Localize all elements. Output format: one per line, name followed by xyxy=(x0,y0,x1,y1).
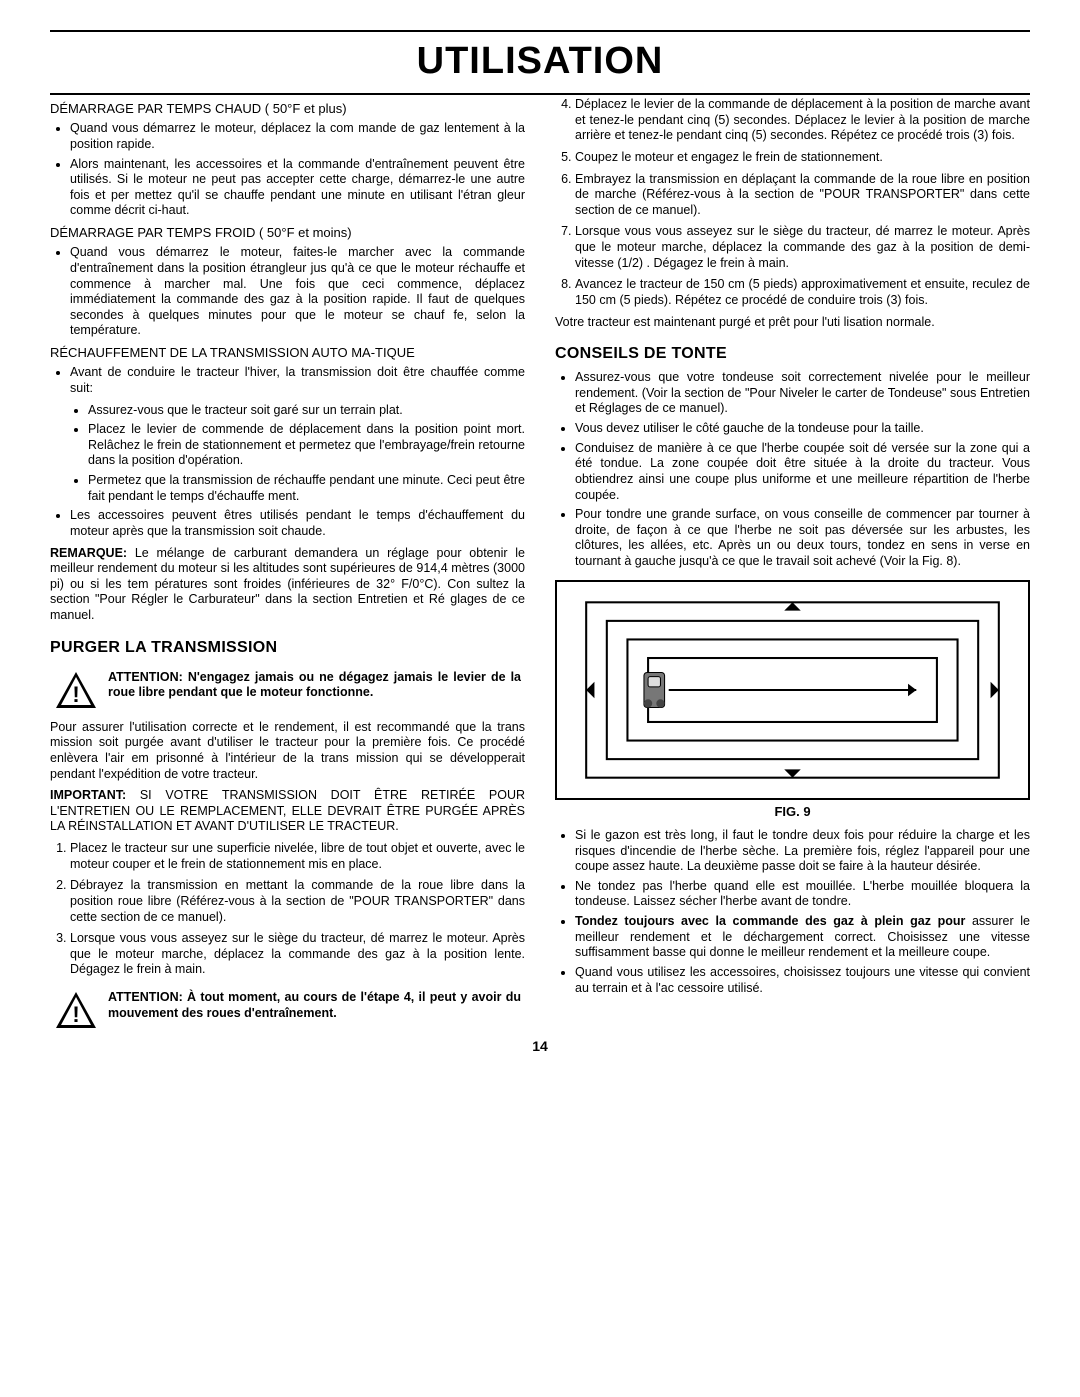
heading-transmission-warmup: RÉCHAUFFEMENT DE LA TRANSMISSION AUTO MA… xyxy=(50,345,525,361)
list-item: Ne tondez pas l'herbe quand elle est mou… xyxy=(575,879,1030,910)
page-title: UTILISATION xyxy=(50,32,1030,93)
list-item: Permetez que la transmission de réchauff… xyxy=(88,473,525,504)
list-item: Débrayez la transmission en mettant la c… xyxy=(70,878,525,925)
warning-1-label: ATTENTION: xyxy=(108,670,183,684)
purger-steps-continued: Déplacez le levier de la commande de dép… xyxy=(555,97,1030,309)
list-item: Pour tondre une grande surface, on vous … xyxy=(575,507,1030,570)
warmup-sublist: Assurez-vous que le tracteur soit garé s… xyxy=(50,403,525,505)
purger-steps: Placez le tracteur sur une superficie ni… xyxy=(50,841,525,978)
page-number: 14 xyxy=(50,1038,1030,1054)
list-item: Assurez-vous que le tracteur soit garé s… xyxy=(88,403,525,419)
purger-paragraph: Pour assurer l'utilisation correcte et l… xyxy=(50,720,525,783)
warmup-list: Avant de conduire le tracteur l'hiver, l… xyxy=(50,365,525,396)
warning-2-label: ATTENTION: xyxy=(108,990,183,1004)
list-item: Tondez toujours avec la commande des gaz… xyxy=(575,914,1030,961)
list-item: Quand vous démarrez le moteur, déplacez … xyxy=(70,121,525,152)
mowing-pattern-diagram xyxy=(567,592,1018,788)
list-item: Si le gazon est très long, il faut le to… xyxy=(575,828,1030,875)
figure-9-caption: FIG. 9 xyxy=(555,804,1030,820)
warning-2-text: ATTENTION: À tout moment, au cours de l'… xyxy=(108,990,521,1021)
list-item: Déplacez le levier de la commande de dép… xyxy=(575,97,1030,144)
heading-warm-start: DÉMARRAGE PAR TEMPS CHAUD ( 50°F et plus… xyxy=(50,101,525,117)
warm-start-list: Quand vous démarrez le moteur, déplacez … xyxy=(50,121,525,219)
after-steps-paragraph: Votre tracteur est maintenant purgé et p… xyxy=(555,315,1030,331)
list-item: Avancez le tracteur de 150 cm (5 pieds) … xyxy=(575,277,1030,308)
warning-box-1: ! ATTENTION: N'engagez jamais ou ne déga… xyxy=(50,664,525,716)
heading-conseils: CONSEILS DE TONTE xyxy=(555,344,1030,364)
remarque-label: REMARQUE: xyxy=(50,546,127,560)
cold-start-list: Quand vous démarrez le moteur, faites-le… xyxy=(50,245,525,339)
conseils-list-2: Si le gazon est très long, il faut le to… xyxy=(555,828,1030,996)
list-item: Quand vous utilisez les accessoires, cho… xyxy=(575,965,1030,996)
heading-purger: PURGER LA TRANSMISSION xyxy=(50,638,525,658)
list-item: Vous devez utiliser le côté gauche de la… xyxy=(575,421,1030,437)
list-item: Quand vous démarrez le moteur, faites-le… xyxy=(70,245,525,339)
heading-cold-start: DÉMARRAGE PAR TEMPS FROID ( 50°F et moin… xyxy=(50,225,525,241)
list-item: Placez le levier de commende de déplacem… xyxy=(88,422,525,469)
warning-box-2: ! ATTENTION: À tout moment, au cours de … xyxy=(50,984,525,1036)
page: UTILISATION DÉMARRAGE PAR TEMPS CHAUD ( … xyxy=(0,0,1080,1074)
warmup-after-list: Les accessoires peuvent êtres utilisés p… xyxy=(50,508,525,539)
warning-triangle-icon: ! xyxy=(54,990,98,1030)
list-item: Les accessoires peuvent êtres utilisés p… xyxy=(70,508,525,539)
conseils-list-1: Assurez-vous que votre tondeuse soit cor… xyxy=(555,370,1030,570)
list-item: Lorsque vous vous asseyez sur le siège d… xyxy=(70,931,525,978)
warning-1-text: ATTENTION: N'engagez jamais ou ne dégage… xyxy=(108,670,521,701)
list-item: Embrayez la transmission en déplaçant la… xyxy=(575,172,1030,219)
list-item: Alors maintenant, les accessoires et la … xyxy=(70,157,525,220)
right-column: Déplacez le levier de la commande de dép… xyxy=(555,95,1030,1036)
list-item: Coupez le moteur et engagez le frein de … xyxy=(575,150,1030,166)
svg-text:!: ! xyxy=(72,682,79,707)
left-column: DÉMARRAGE PAR TEMPS CHAUD ( 50°F et plus… xyxy=(50,95,525,1036)
list-item: Assurez-vous que votre tondeuse soit cor… xyxy=(575,370,1030,417)
important-paragraph: IMPORTANT: SI VOTRE TRANSMISSION DOIT ÊT… xyxy=(50,788,525,835)
list-item: Placez le tracteur sur une superficie ni… xyxy=(70,841,525,872)
bold-lead: Tondez toujours avec la commande des gaz… xyxy=(575,914,965,928)
svg-text:!: ! xyxy=(72,1002,79,1027)
list-item: Avant de conduire le tracteur l'hiver, l… xyxy=(70,365,525,396)
important-label: IMPORTANT: xyxy=(50,788,126,802)
figure-9-box xyxy=(555,580,1030,800)
remarque-paragraph: REMARQUE: Le mélange de carburant demand… xyxy=(50,546,525,624)
list-item: Conduisez de manière à ce que l'herbe co… xyxy=(575,441,1030,504)
list-item: Lorsque vous vous asseyez sur le siège d… xyxy=(575,224,1030,271)
warning-triangle-icon: ! xyxy=(54,670,98,710)
two-columns: DÉMARRAGE PAR TEMPS CHAUD ( 50°F et plus… xyxy=(50,95,1030,1036)
